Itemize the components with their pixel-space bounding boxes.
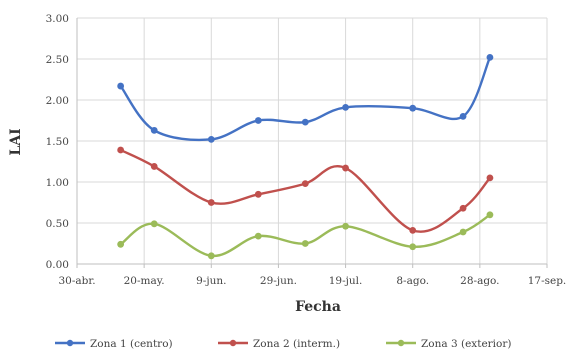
series-1-point xyxy=(486,53,494,61)
series-2-point xyxy=(207,199,215,206)
series-1-point xyxy=(117,82,125,90)
y-tick-label: 2.50 xyxy=(46,54,69,66)
series-1-line xyxy=(119,56,492,142)
legend-marker xyxy=(229,339,237,347)
y-tick-label: 0.00 xyxy=(46,259,69,271)
x-tick-label: 17-sep. xyxy=(528,275,567,287)
series-1-point xyxy=(459,113,467,120)
legend-label: Zona 3 (exterior) xyxy=(421,338,511,350)
y-tick-label: 1.50 xyxy=(46,136,69,148)
series-3-point xyxy=(409,243,417,251)
series-3-point xyxy=(207,252,215,260)
x-tick-label: 19-jul. xyxy=(329,275,363,287)
series-3-point xyxy=(301,240,309,247)
legend-marker xyxy=(66,339,74,347)
series-2-point xyxy=(150,163,158,170)
x-tick-label: 20-may. xyxy=(124,275,165,287)
series-lines xyxy=(117,53,494,260)
y-tick-label: 2.00 xyxy=(46,95,69,107)
series-1-point xyxy=(207,135,215,143)
x-tick-label: 29-jun. xyxy=(260,275,297,287)
tick-labels: 0.00 0.50 1.00 1.50 2.00 2.50 3.00 30-abr. 20-ma… xyxy=(46,13,567,287)
x-axis-title: Fecha xyxy=(295,299,341,315)
series-2-point xyxy=(486,174,494,182)
series-1-point xyxy=(150,126,158,134)
legend-item: Zona 3 (exterior) xyxy=(386,338,511,350)
series-1 xyxy=(117,53,494,143)
x-tick-label: 28-ago. xyxy=(460,275,499,287)
series-2-line xyxy=(120,148,491,233)
y-tick-label: 1.00 xyxy=(46,177,69,189)
series-2-point xyxy=(117,146,125,154)
y-axis-title: LAI xyxy=(8,128,24,155)
series-2 xyxy=(117,146,494,234)
y-tick-label: 3.00 xyxy=(46,13,69,25)
series-1-point xyxy=(409,104,417,112)
legend-marker xyxy=(397,339,405,347)
series-3-point xyxy=(150,220,158,228)
legend: Zona 1 (centro) Zona 2 (interm.) Zona 3 (e… xyxy=(55,338,511,350)
series-3 xyxy=(117,211,494,260)
series-3-point xyxy=(117,240,125,248)
axes xyxy=(76,18,548,268)
series-1-point xyxy=(342,103,349,111)
series-1-point xyxy=(254,117,262,124)
series-1-point xyxy=(301,118,309,126)
series-2-point xyxy=(301,180,309,188)
x-tick-label: 30-abr. xyxy=(58,275,95,287)
series-3-point xyxy=(342,222,349,230)
x-tick-label: 8-ago. xyxy=(396,275,429,287)
y-tick-label: 0.50 xyxy=(46,218,69,230)
series-3-point xyxy=(486,211,494,219)
series-3-point xyxy=(459,228,467,236)
legend-item: Zona 2 (interm.) xyxy=(218,338,340,350)
legend-label: Zona 2 (interm.) xyxy=(253,338,340,350)
legend-item: Zona 1 (centro) xyxy=(55,338,173,350)
series-2-point xyxy=(342,164,349,172)
series-3-line xyxy=(119,213,491,258)
legend-label: Zona 1 (centro) xyxy=(90,338,173,350)
series-2-point xyxy=(409,226,417,234)
x-tick-label: 9-jun. xyxy=(196,275,226,287)
series-3-point xyxy=(254,232,262,240)
series-2-point xyxy=(459,204,467,212)
gridlines xyxy=(77,17,548,264)
series-2-point xyxy=(254,190,262,198)
